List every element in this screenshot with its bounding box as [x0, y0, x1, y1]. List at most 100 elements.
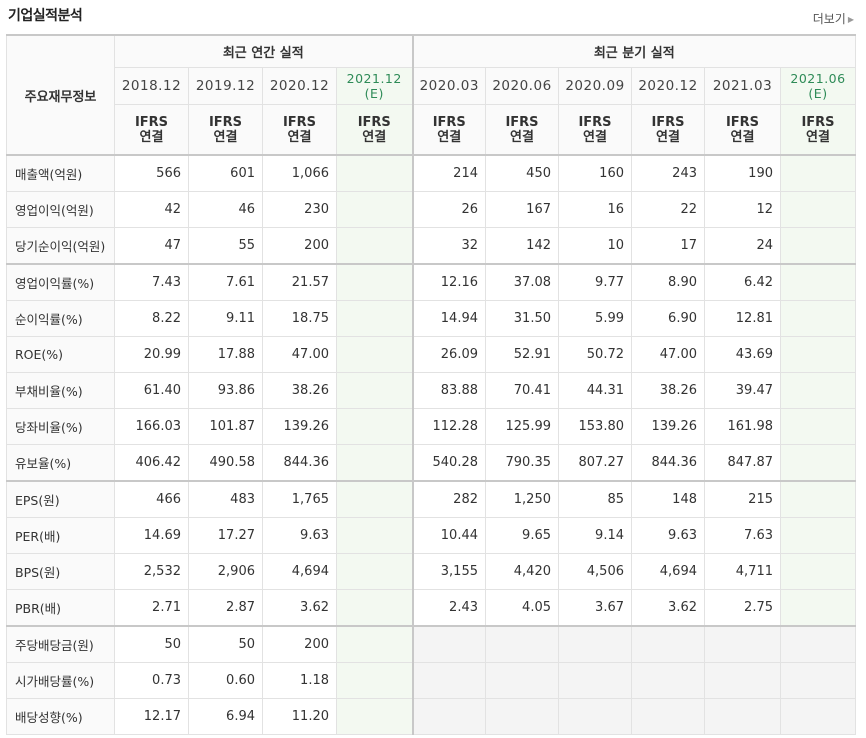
period-header: 2021.06 (E)	[780, 67, 856, 105]
annual-value-cell: 4,694	[262, 553, 337, 590]
quarter-value-cell: 9.77	[558, 263, 632, 301]
table-row: 배당성향(%) 12.17 6.94 11.20	[6, 698, 856, 735]
quarter-value-cell	[780, 263, 856, 301]
annual-value-cell	[336, 408, 413, 445]
quarter-value-cell	[411, 625, 486, 663]
annual-value-cell	[336, 480, 413, 518]
quarter-value-cell: 215	[704, 480, 781, 518]
annual-value-cell: 7.61	[188, 263, 263, 301]
annual-value-cell: 9.63	[262, 517, 337, 554]
table-row: 매출액(억원) 566 601 1,066 214 450 160 243 190	[6, 154, 856, 192]
annual-value-cell: 1,066	[262, 154, 337, 192]
annual-value-cell: 50	[188, 625, 263, 663]
quarter-value-cell: 450	[485, 154, 559, 192]
quarter-value-cell: 3,155	[411, 553, 486, 590]
quarter-value-cell	[780, 336, 856, 373]
annual-value-cell	[336, 625, 413, 663]
annual-value-cell	[336, 372, 413, 409]
quarter-value-cell	[780, 553, 856, 590]
quarter-value-cell: 161.98	[704, 408, 781, 445]
table-row: 주당배당금(원) 50 50 200	[6, 625, 856, 663]
more-link[interactable]: 더보기 ▶	[813, 10, 854, 27]
quarter-value-cell: 8.90	[631, 263, 705, 301]
quarter-value-cell: 4,506	[558, 553, 632, 590]
quarter-value-cell	[780, 589, 856, 627]
annual-value-cell: 2.71	[114, 589, 189, 627]
quarter-value-cell	[485, 625, 559, 663]
annual-value-cell: 12.17	[114, 698, 189, 735]
consolidated-text: 연결	[139, 129, 164, 145]
quarter-value-cell	[780, 444, 856, 482]
annual-value-cell: 7.43	[114, 263, 189, 301]
quarter-value-cell	[780, 372, 856, 409]
quarter-value-cell	[558, 662, 632, 699]
quarter-value-cell	[558, 625, 632, 663]
quarter-value-cell: 70.41	[485, 372, 559, 409]
annual-value-cell	[336, 698, 413, 735]
annual-value-cell: 93.86	[188, 372, 263, 409]
quarter-value-cell: 3.67	[558, 589, 632, 627]
period-label: 2021.06	[790, 71, 846, 86]
row-label: BPS(원)	[6, 553, 115, 590]
quarter-value-cell: 9.63	[631, 517, 705, 554]
annual-value-cell: 47.00	[262, 336, 337, 373]
quarter-value-cell: 142	[485, 227, 559, 265]
ifrs-basis-label: IFRS 연결	[631, 104, 705, 156]
annual-value-cell	[336, 300, 413, 337]
consolidated-text: 연결	[510, 129, 534, 145]
financial-analysis-table: 주요재무정보 최근 연간 실적 최근 분기 실적 2018.12 2019.12 2…	[6, 34, 856, 735]
row-label-header: 주요재무정보	[6, 34, 115, 156]
quarter-value-cell: 148	[631, 480, 705, 518]
quarter-value-cell	[780, 154, 856, 192]
annual-value-cell: 21.57	[262, 263, 337, 301]
consolidated-text: 연결	[287, 129, 312, 145]
period-header: 2020.03	[411, 67, 486, 105]
annual-value-cell: 0.60	[188, 662, 263, 699]
annual-value-cell	[336, 589, 413, 627]
annual-value-cell: 466	[114, 480, 189, 518]
ifrs-basis-label: IFRS 연결	[780, 104, 856, 156]
consolidated-text: 연결	[437, 129, 462, 145]
row-label: 배당성향(%)	[6, 698, 115, 735]
consolidated-text: 연결	[213, 129, 238, 145]
table-row: PER(배) 14.69 17.27 9.63 10.44 9.65 9.14 9.63 7.6…	[6, 517, 856, 554]
period-header: 2018.12	[114, 67, 189, 105]
consolidated-text: 연결	[730, 129, 755, 145]
annual-value-cell	[336, 553, 413, 590]
ifrs-basis-label: IFRS 연결	[336, 104, 413, 156]
annual-value-cell: 18.75	[262, 300, 337, 337]
quarter-value-cell	[780, 191, 856, 228]
quarter-value-cell: 12.81	[704, 300, 781, 337]
quarter-value-cell: 9.14	[558, 517, 632, 554]
ifrs-text: IFRS	[134, 114, 169, 130]
consolidated-text: 연결	[806, 129, 830, 145]
table-row: 순이익률(%) 8.22 9.11 18.75 14.94 31.50 5.99 6.90 12…	[6, 300, 856, 337]
period-label: 2019.12	[195, 78, 256, 94]
ifrs-text: IFRS	[357, 114, 391, 130]
quarter-value-cell	[411, 662, 486, 699]
quarter-value-cell: 2.43	[411, 589, 486, 627]
ifrs-basis-label: IFRS 연결	[411, 104, 486, 156]
quarter-value-cell: 4,711	[704, 553, 781, 590]
period-label: 2020.03	[419, 78, 479, 94]
consolidated-text: 연결	[583, 129, 607, 145]
annual-value-cell: 0.73	[114, 662, 189, 699]
estimate-marker: (E)	[364, 86, 384, 101]
row-label: 영업이익률(%)	[6, 263, 115, 301]
ifrs-text: IFRS	[505, 114, 539, 130]
period-header: 2019.12	[188, 67, 263, 105]
row-label: 영업이익(억원)	[6, 191, 115, 228]
quarter-value-cell	[780, 517, 856, 554]
row-label: 시가배당률(%)	[6, 662, 115, 699]
quarter-value-cell: 12.16	[411, 263, 486, 301]
annual-value-cell	[336, 154, 413, 192]
quarter-value-cell: 83.88	[411, 372, 486, 409]
row-label: PER(배)	[6, 517, 115, 554]
annual-value-cell	[336, 662, 413, 699]
period-label: 2018.12	[121, 78, 182, 94]
quarter-value-cell: 540.28	[411, 444, 486, 482]
quarter-value-cell: 85	[558, 480, 632, 518]
annual-value-cell	[336, 444, 413, 482]
ifrs-basis-label: IFRS 연결	[704, 104, 781, 156]
quarter-value-cell: 44.31	[558, 372, 632, 409]
